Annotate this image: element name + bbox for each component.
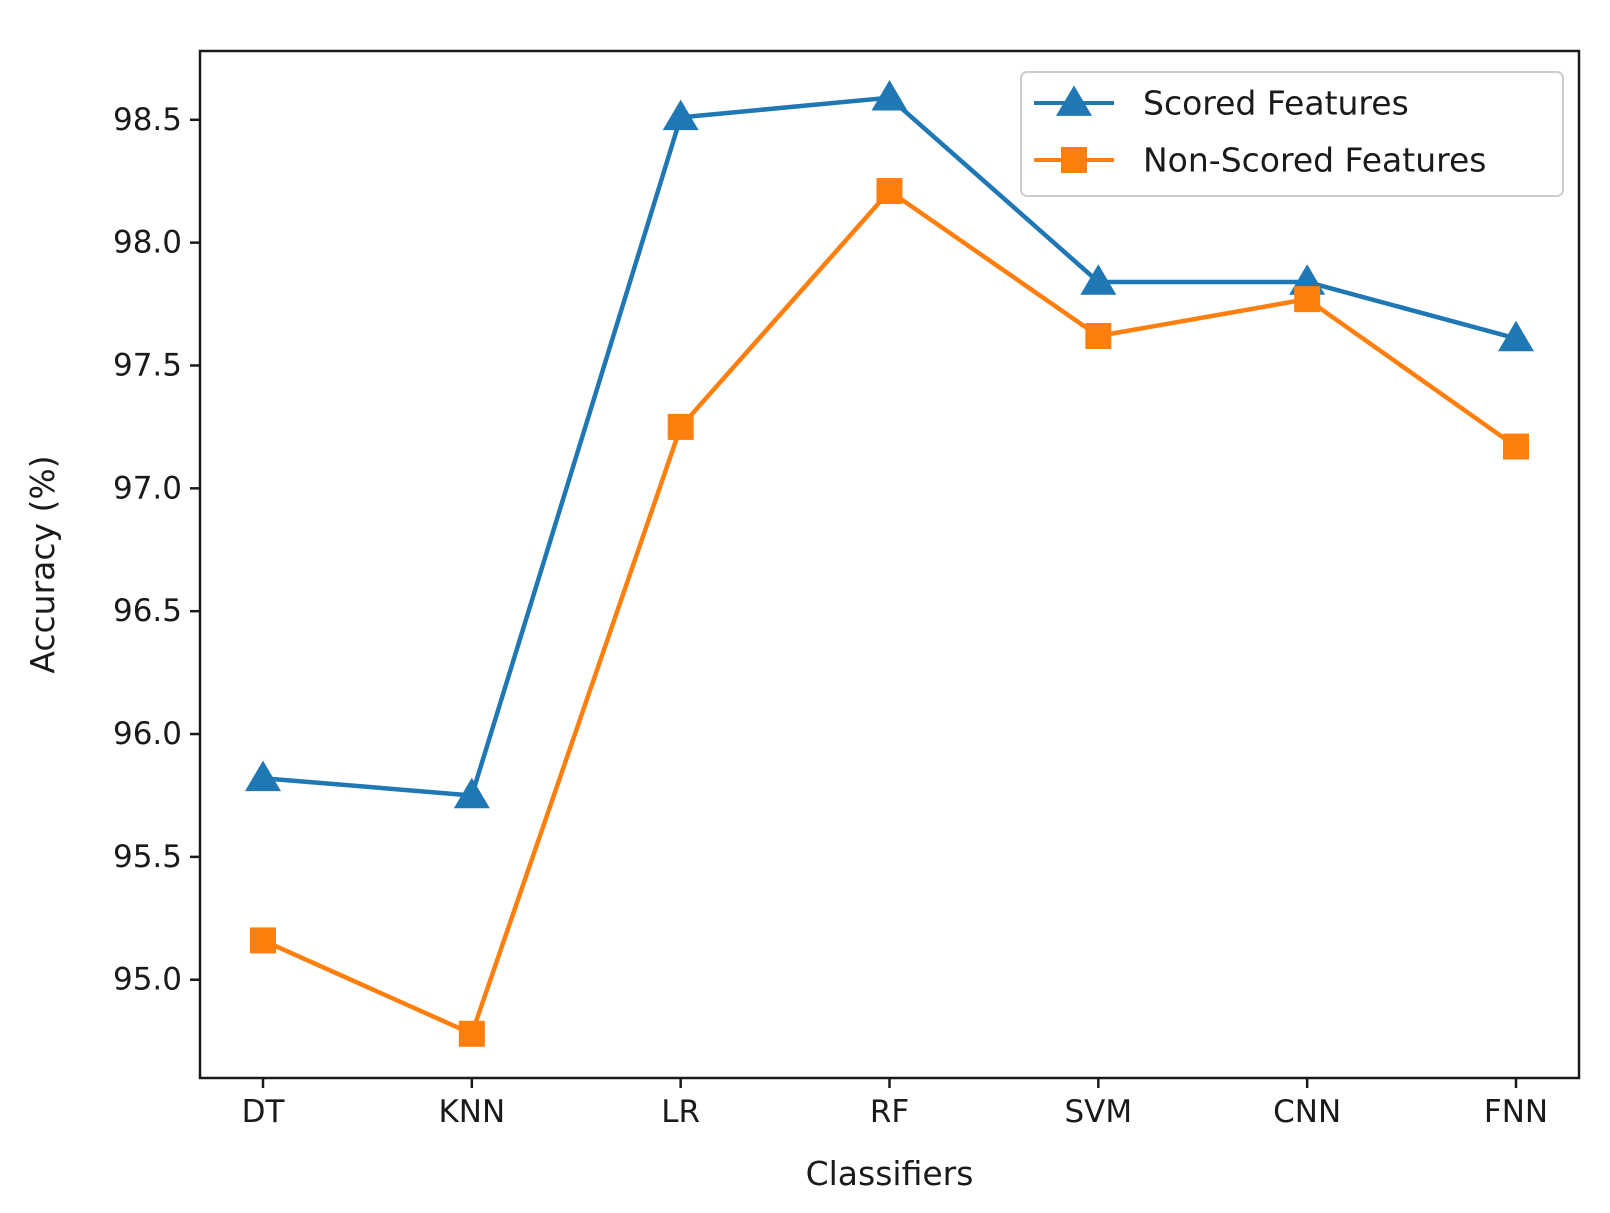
x-axis: DT KNN LR RF SVM CNN FNN — [242, 1078, 1548, 1130]
y-tick-label: 98.0 — [113, 225, 182, 261]
data-point-square — [1085, 323, 1112, 350]
legend: Scored Features Non-Scored Features — [1020, 71, 1564, 197]
y-tick-label: 98.5 — [113, 102, 182, 138]
data-point-square — [1294, 286, 1321, 313]
y-tick-label: 97.0 — [113, 470, 182, 506]
data-point-triangle — [1080, 264, 1117, 295]
x-tick-label: RF — [870, 1094, 909, 1130]
data-point-triangle — [871, 80, 908, 111]
y-tick-label: 95.5 — [113, 839, 182, 875]
data-point-square — [667, 413, 694, 440]
x-tick-label: KNN — [438, 1094, 505, 1130]
y-tick-label: 96.5 — [113, 593, 182, 629]
data-point-square — [876, 178, 903, 205]
x-tick-label: SVM — [1065, 1094, 1133, 1130]
x-tick-label: LR — [661, 1094, 700, 1130]
y-axis: 95.0 95.5 96.0 96.5 97.0 97.5 98.0 98.5 — [113, 102, 200, 998]
y-tick-label: 95.0 — [113, 962, 182, 998]
series-layer — [245, 80, 1534, 1047]
legend-triangle-marker — [1056, 85, 1092, 116]
x-tick-label: DT — [242, 1094, 286, 1130]
legend-label-scored: Scored Features — [1143, 84, 1409, 123]
data-point-square — [1503, 433, 1529, 460]
legend-label-non-scored: Non-Scored Features — [1143, 141, 1486, 180]
y-tick-label: 97.5 — [113, 347, 182, 383]
legend-entry-scored: Scored Features — [1034, 84, 1409, 123]
data-point-triangle — [453, 777, 490, 809]
data-point-triangle — [1498, 320, 1534, 352]
y-tick-label: 96.0 — [113, 716, 182, 752]
x-tick-label: CNN — [1273, 1094, 1341, 1130]
x-tick-label: FNN — [1484, 1094, 1548, 1130]
legend-entry-non-scored: Non-Scored Features — [1034, 141, 1486, 180]
data-point-square — [250, 927, 276, 954]
series-non-scored-features — [250, 178, 1529, 1047]
legend-square-marker — [1061, 147, 1087, 173]
y-axis-title: Accuracy (%) — [23, 455, 62, 673]
legend-frame — [1020, 71, 1564, 197]
data-point-square — [458, 1020, 485, 1047]
data-point-triangle — [245, 760, 281, 792]
data-point-triangle — [662, 99, 699, 131]
x-axis-title: Classifiers — [806, 1154, 974, 1193]
